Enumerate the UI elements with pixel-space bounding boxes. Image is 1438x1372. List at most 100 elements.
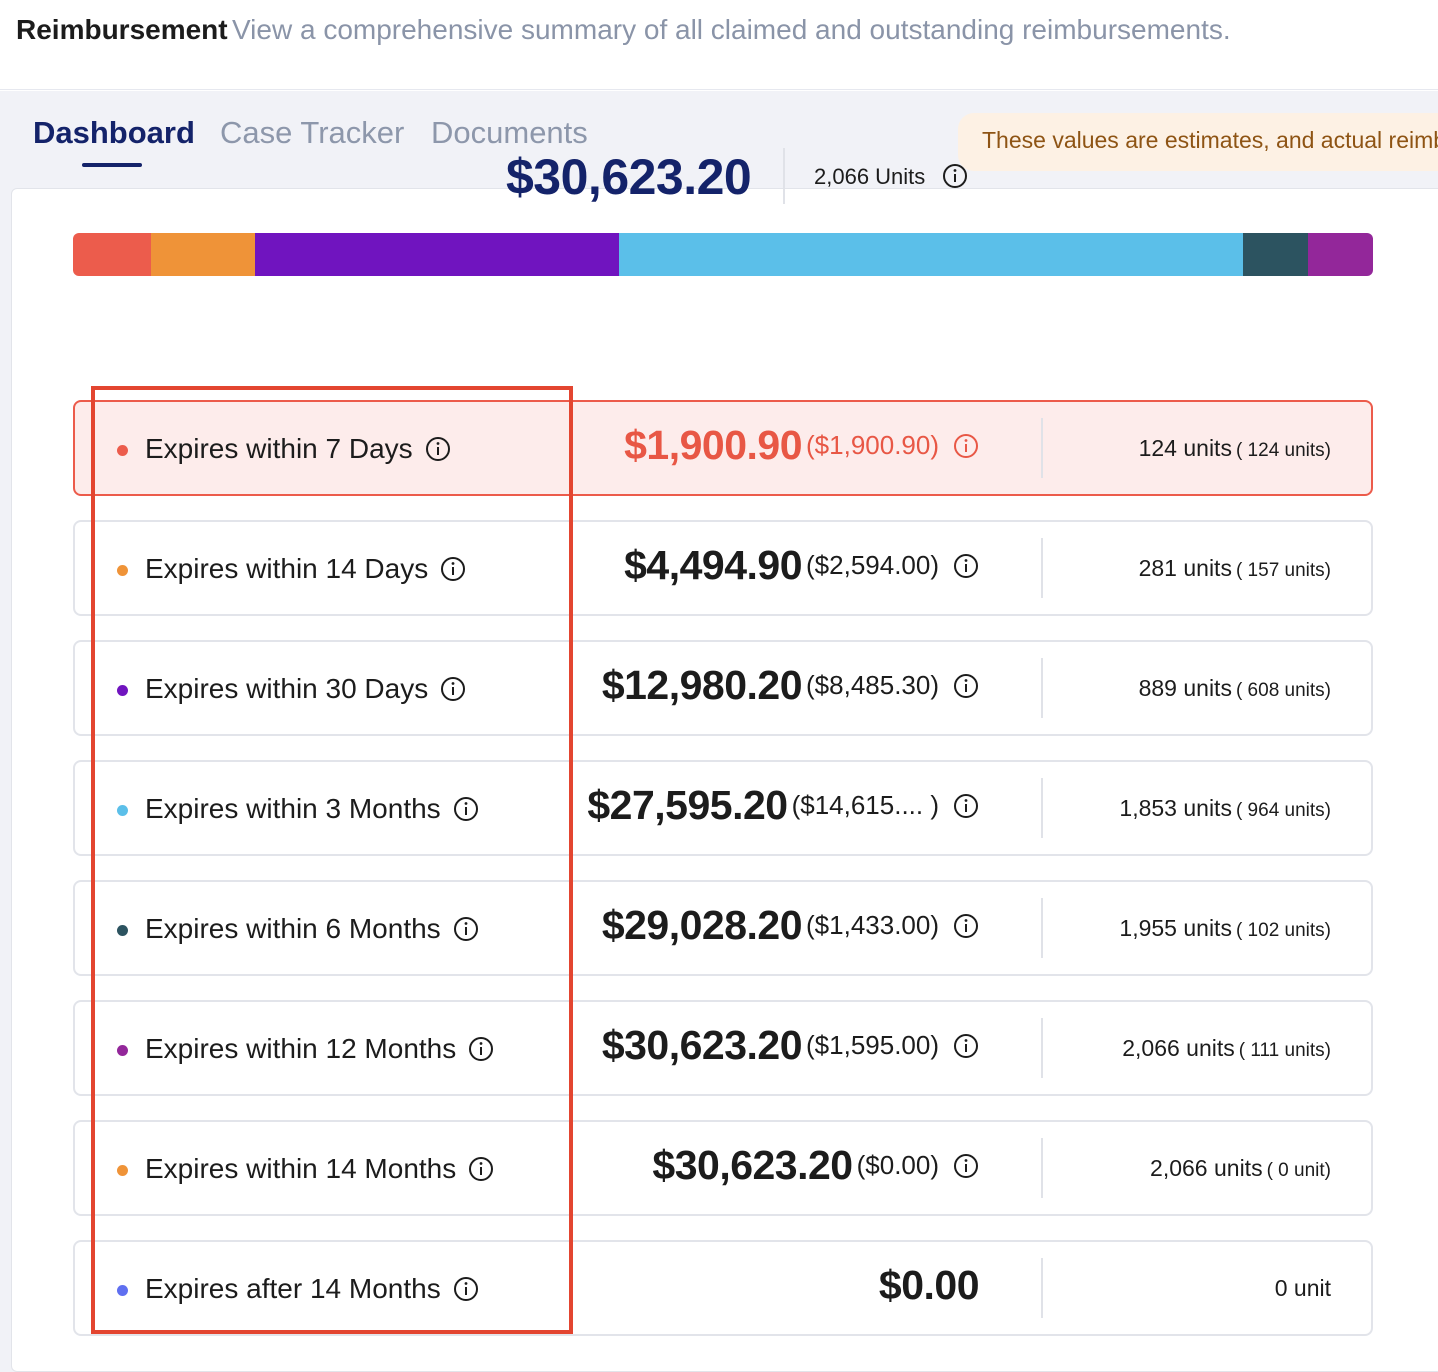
- info-icon[interactable]: [953, 1153, 979, 1179]
- row-units: 1,955 units( 102 units): [1119, 915, 1331, 942]
- row-amount-group: $30,623.20 ($0.00): [652, 1142, 979, 1189]
- expiry-row[interactable]: Expires within 30 Days $12,980.20 ($8,485.…: [73, 640, 1373, 736]
- row-label-text: Expires within 14 Days: [145, 553, 429, 584]
- bar-segment: [1243, 233, 1308, 276]
- series-dot: [117, 565, 128, 576]
- row-amount: $30,623.20: [601, 1022, 803, 1068]
- info-icon[interactable]: [453, 916, 479, 942]
- info-icon[interactable]: [953, 553, 979, 579]
- row-label: Expires within 14 Months: [145, 1153, 494, 1185]
- info-icon[interactable]: [942, 163, 968, 189]
- row-divider: [1041, 1018, 1043, 1078]
- info-icon[interactable]: [468, 1036, 494, 1062]
- row-amount: $12,980.20: [601, 662, 803, 708]
- series-dot: [117, 1165, 128, 1176]
- bar-segment: [619, 233, 1243, 276]
- row-units-incremental: ( 608 units): [1235, 680, 1331, 701]
- row-incremental-amount: ($1,433.00): [806, 910, 939, 940]
- total-units: 2,066 Units: [814, 164, 926, 189]
- row-label: Expires within 3 Months: [145, 793, 479, 825]
- info-icon[interactable]: [425, 436, 451, 462]
- row-units-incremental: ( 0 unit): [1266, 1160, 1331, 1181]
- info-icon[interactable]: [453, 796, 479, 822]
- row-incremental-amount: ($1,595.00): [806, 1030, 939, 1060]
- row-amount: $30,623.20: [652, 1142, 853, 1188]
- info-icon[interactable]: [953, 1033, 979, 1059]
- info-icon[interactable]: [953, 433, 979, 459]
- bar-segment: [151, 233, 255, 276]
- row-units-total: 2,066 units: [1122, 1035, 1235, 1061]
- row-amount-group: $27,595.20 ($14,615.... ): [587, 782, 979, 829]
- expiry-row[interactable]: Expires within 3 Months $27,595.20 ($14,61…: [73, 760, 1373, 856]
- expiry-row[interactable]: Expires within 12 Months $30,623.20 ($1,59…: [73, 1000, 1373, 1096]
- expiry-row[interactable]: Expires within 14 Months $30,623.20 ($0.00…: [73, 1120, 1373, 1216]
- tab-documents[interactable]: Documents: [431, 115, 588, 150]
- row-units-total: 124 units: [1138, 435, 1232, 461]
- row-amount-group: $1,900.90 ($1,900.90): [624, 422, 979, 469]
- info-icon[interactable]: [953, 673, 979, 699]
- expiry-row[interactable]: Expires within 14 Days $4,494.90 ($2,594.0…: [73, 520, 1373, 616]
- row-units-incremental: ( 102 units): [1235, 920, 1331, 941]
- row-amount: $27,595.20: [587, 782, 788, 828]
- row-units-total: 0 unit: [1274, 1275, 1331, 1301]
- estimate-notice: These values are estimates, and actual r…: [958, 113, 1438, 171]
- row-label: Expires within 12 Months: [145, 1033, 494, 1065]
- row-units: 889 units( 608 units): [1139, 675, 1331, 702]
- row-label-text: Expires within 14 Months: [145, 1153, 457, 1184]
- row-divider: [1041, 1138, 1043, 1198]
- row-units-total: 1,853 units: [1119, 795, 1232, 821]
- row-divider: [1041, 418, 1043, 478]
- expiry-row[interactable]: Expires within 6 Months $29,028.20 ($1,433…: [73, 880, 1373, 976]
- expiry-row[interactable]: Expires after 14 Months $0.00 0 unit: [73, 1240, 1373, 1336]
- page-title: Reimbursement: [16, 14, 228, 45]
- row-units-incremental: ( 964 units): [1235, 800, 1331, 821]
- row-amount: $1,900.90: [624, 422, 803, 468]
- row-incremental-amount: ($14,615.... ): [791, 790, 939, 820]
- info-icon[interactable]: [953, 793, 979, 819]
- row-label-text: Expires within 6 Months: [145, 913, 441, 944]
- row-amount-group: $12,980.20 ($8,485.30): [602, 662, 979, 709]
- series-dot: [117, 1285, 128, 1296]
- row-units-total: 2,066 units: [1150, 1155, 1263, 1181]
- info-icon[interactable]: [453, 1276, 479, 1302]
- page-header: Reimbursement View a comprehensive summa…: [0, 0, 1438, 90]
- row-label: Expires within 14 Days: [145, 553, 466, 585]
- row-divider: [1041, 778, 1043, 838]
- row-units: 281 units( 157 units): [1139, 555, 1331, 582]
- row-units: 124 units( 124 units): [1139, 435, 1331, 462]
- series-dot: [117, 805, 128, 816]
- row-incremental-amount: ($1,900.90): [806, 430, 939, 460]
- active-tab-indicator: [82, 163, 142, 167]
- info-icon[interactable]: [440, 556, 466, 582]
- info-icon[interactable]: [440, 676, 466, 702]
- row-amount-group: $0.00: [879, 1262, 980, 1309]
- bar-segment: [255, 233, 619, 276]
- row-units: 1,853 units( 964 units): [1119, 795, 1331, 822]
- row-label: Expires within 7 Days: [145, 433, 451, 465]
- row-amount-group: $30,623.20 ($1,595.00): [602, 1022, 979, 1069]
- row-label-text: Expires within 3 Months: [145, 793, 441, 824]
- row-units-incremental: ( 124 units): [1235, 440, 1331, 461]
- expiry-row[interactable]: Expires within 7 Days $1,900.90 ($1,900.90…: [73, 400, 1373, 496]
- row-units: 2,066 units( 111 units): [1122, 1035, 1331, 1062]
- row-amount-group: $29,028.20 ($1,433.00): [602, 902, 979, 949]
- page-subtitle: View a comprehensive summary of all clai…: [232, 14, 1231, 45]
- total-amount: $30,623.20: [506, 149, 752, 205]
- row-units: 2,066 units( 0 unit): [1150, 1155, 1331, 1182]
- row-divider: [1041, 1258, 1043, 1318]
- series-dot: [117, 685, 128, 696]
- tab-case-tracker[interactable]: Case Tracker: [220, 115, 405, 150]
- bar-segment: [1308, 233, 1373, 276]
- info-icon[interactable]: [953, 913, 979, 939]
- bar-segment: [73, 233, 151, 276]
- info-icon[interactable]: [468, 1156, 494, 1182]
- tab-dashboard[interactable]: Dashboard: [33, 115, 195, 150]
- row-amount: $29,028.20: [601, 902, 803, 948]
- row-divider: [1041, 538, 1043, 598]
- row-label-text: Expires within 7 Days: [145, 433, 413, 464]
- series-dot: [117, 1045, 128, 1056]
- row-label: Expires within 6 Months: [145, 913, 479, 945]
- row-units-total: 889 units: [1138, 675, 1232, 701]
- row-amount-group: $4,494.90 ($2,594.00): [624, 542, 979, 589]
- row-divider: [1041, 658, 1043, 718]
